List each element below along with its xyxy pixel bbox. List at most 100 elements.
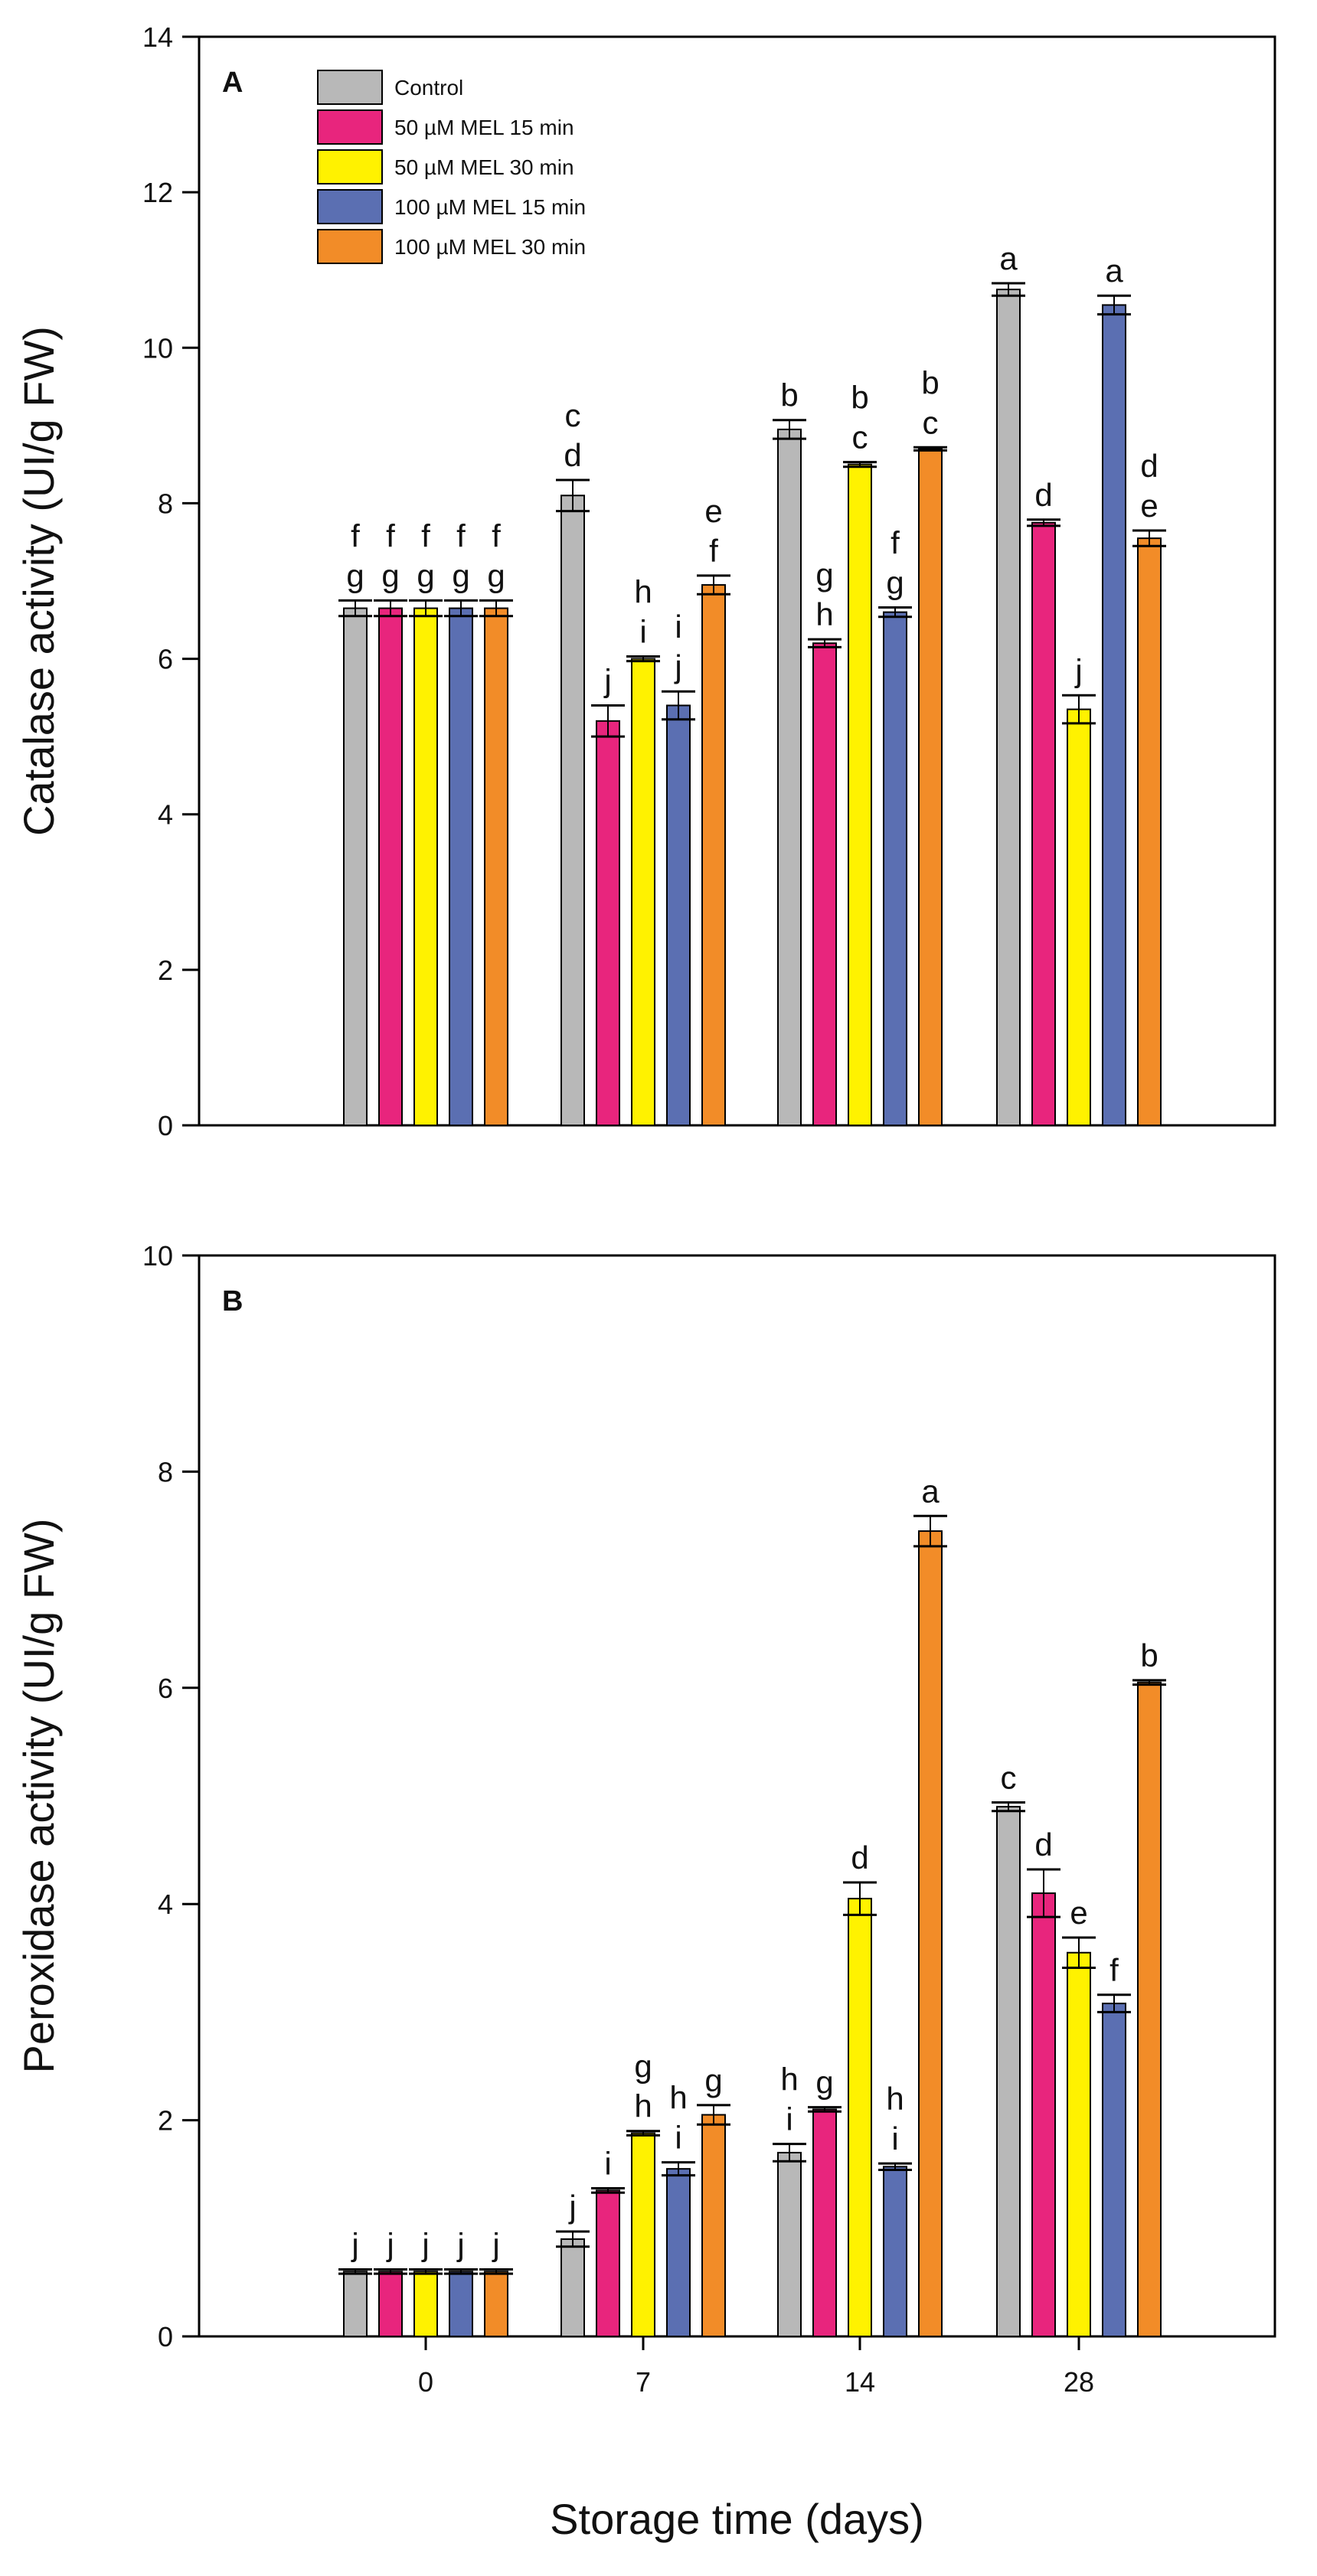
panel-a-error-bar — [591, 704, 625, 738]
panel-a-bar — [1031, 521, 1056, 1126]
legend-item: 100 µM MEL 15 min — [317, 189, 586, 224]
panel-b-error-bar — [1027, 1868, 1060, 1918]
panel-b-significance-label: e — [1070, 1895, 1087, 1931]
panel-b-x-axis: 0 7 14 28 — [418, 2336, 1094, 2398]
panel-a-y-tick-label: 2 — [158, 955, 173, 986]
panel-b-y-tick-label: 6 — [158, 1673, 173, 1704]
panel-a-error-bar — [808, 638, 842, 648]
panel-a-bar — [596, 720, 620, 1126]
panel-b-error-bar — [697, 2104, 730, 2126]
panel-b-bar — [1102, 2003, 1126, 2337]
panel-b-error-bar — [479, 2267, 513, 2275]
panel-b-error-bar — [591, 2187, 625, 2194]
panel-b-error-bar — [992, 1801, 1025, 1813]
panel-a-y-tick-label: 12 — [142, 177, 173, 208]
legend-swatch — [317, 229, 383, 264]
panel-b-y-tick-label: 2 — [158, 2105, 173, 2137]
legend-item: 50 µM MEL 30 min — [317, 149, 574, 184]
panel-a-error-bar — [556, 478, 590, 513]
panel-a-error-bar — [878, 606, 912, 619]
panel-b-error-bar — [409, 2267, 443, 2275]
panel-b-bar — [883, 2166, 907, 2337]
legend-swatch — [317, 149, 383, 184]
panel-b-error-bar — [913, 1514, 947, 1548]
panel-a-bar — [996, 289, 1021, 1126]
panel-b-error-bar — [338, 2267, 372, 2275]
panel-b-significance-label: f — [1109, 1952, 1119, 1988]
panel-b-letter: B — [222, 1285, 243, 1317]
legend-label: Control — [394, 76, 463, 100]
legend-label: 100 µM MEL 15 min — [394, 195, 586, 219]
panel-a-error-bar — [338, 599, 372, 618]
panel-a-y-tick-label: 0 — [158, 1110, 173, 1141]
panel-b-bar — [596, 2189, 620, 2337]
panel-b-bar — [1031, 1892, 1056, 2338]
panel-a-y-tick-label: 6 — [158, 644, 173, 675]
panel-b-significance-label: g — [815, 2065, 833, 2101]
panel-a-error-bar — [913, 446, 947, 452]
x-tick-label: 0 — [418, 2366, 433, 2398]
panel-b-error-bar — [1097, 1993, 1131, 2013]
panel-b-bar — [812, 2108, 837, 2337]
legend: Control 50 µM MEL 15 min 50 µM MEL 30 min 1… — [317, 70, 586, 264]
legend-label: 50 µM MEL 15 min — [394, 116, 574, 139]
panel-a-bar — [343, 607, 368, 1126]
panel-a-significance-label: j — [1074, 652, 1082, 688]
panel-a-error-bar — [1062, 694, 1096, 725]
panel-a-bar — [666, 704, 691, 1126]
panel-b-y-tick-label: 8 — [158, 1456, 173, 1487]
legend-label: 100 µM MEL 30 min — [394, 235, 586, 259]
panel-b-bar — [449, 2271, 473, 2338]
x-tick-label: 28 — [1064, 2366, 1094, 2398]
panel-b-bar — [1137, 1681, 1162, 2337]
panel-b-significance-label: j — [350, 2226, 358, 2262]
panel-b-significance-label: j — [385, 2226, 394, 2262]
panel-a-bar — [918, 448, 943, 1126]
panel-b-y-tick-label: 4 — [158, 1889, 173, 1920]
panel-b-significance-label: j — [491, 2226, 499, 2262]
panel-a-significance-label: d — [1034, 477, 1052, 513]
panel-a-error-bar — [1132, 529, 1166, 547]
panel-a-bar — [631, 658, 655, 1126]
panel-b-bar — [701, 2114, 726, 2338]
legend-item: Control — [317, 70, 463, 105]
panel-a-letter: A — [222, 67, 243, 99]
panel-a-significance-label: a — [999, 240, 1018, 276]
panel-b-error-bar — [878, 2162, 912, 2172]
panel-a-bar — [1137, 537, 1162, 1126]
panel-b-bar — [343, 2271, 368, 2338]
panel-a-error-bar — [992, 282, 1025, 297]
panel-a-error-bar — [409, 599, 443, 618]
panel-b-significance-label: b — [1140, 1637, 1158, 1673]
panel-a-error-bar — [1097, 294, 1131, 316]
panel-a-bar — [413, 607, 438, 1126]
panel-b-bar — [378, 2271, 403, 2338]
panel-b-error-bar — [1132, 1679, 1166, 1686]
panel-a-bar — [777, 428, 802, 1126]
panel-a-error-bar — [374, 599, 407, 618]
panel-a-catalase-chart: A Catalase activity (UI/g FW) 0 2 4 6 8 10 12 1… — [15, 21, 1276, 1141]
panel-a-bar — [848, 463, 872, 1126]
panel-b-error-bar — [808, 2106, 842, 2113]
panel-a-bar — [484, 607, 508, 1126]
panel-a-error-bar — [479, 599, 513, 618]
x-axis-title: Storage time (days) — [550, 2495, 924, 2543]
panel-a-bar — [1102, 304, 1126, 1127]
panel-b-significance-label: d — [1034, 1827, 1052, 1863]
panel-b-bar — [484, 2271, 508, 2338]
